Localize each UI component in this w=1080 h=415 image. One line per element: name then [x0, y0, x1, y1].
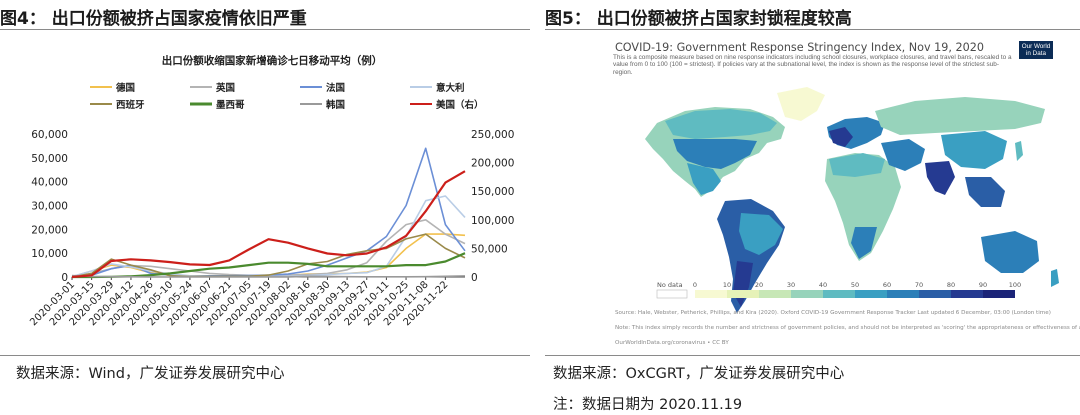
japan-shape	[1015, 141, 1023, 161]
usa-shape	[673, 139, 757, 169]
series-line	[71, 233, 466, 278]
source-divider	[0, 355, 530, 356]
legend-label: 德国	[116, 82, 135, 94]
australia-shape	[981, 231, 1039, 273]
africa-shape	[825, 153, 901, 261]
legend-color-swatch	[983, 290, 1015, 298]
series-line	[72, 252, 466, 279]
figure-5-note: 注：数据日期为 2020.11.19	[553, 397, 743, 413]
y-right-tick-label: 50,000	[471, 243, 508, 255]
legend-nodata-swatch	[656, 289, 688, 299]
y-left-tick-label: 60,000	[31, 129, 68, 141]
legend-label: 法国	[326, 82, 345, 94]
legend-tick-label: 60	[883, 281, 891, 289]
map-subtitle-box: This is a composite measure based on nin…	[613, 54, 1012, 76]
legend-color-swatch	[759, 290, 791, 298]
y-left-tick-label: 20,000	[31, 224, 68, 236]
owid-logo-box: Our World in Data	[1019, 41, 1053, 59]
north-africa-shape	[829, 153, 885, 177]
title-divider	[0, 29, 530, 30]
legend-tick-label: 100	[1009, 281, 1021, 289]
legend-label: 墨西哥	[216, 100, 245, 111]
legend-tick-label: 20	[755, 281, 763, 289]
owid-logo: Our World in Data	[1019, 41, 1053, 59]
y-right-tick-label: 250,000	[471, 129, 514, 141]
legend-nodata-label: No data	[657, 281, 683, 289]
legend-tick-label: 90	[979, 281, 987, 289]
legend-label: 美国（右）	[435, 99, 484, 111]
map-source-text: Source: Hale, Webster, Petherick, Philli…	[615, 310, 1051, 316]
legend-color-swatch	[791, 290, 823, 298]
russia-shape	[875, 97, 1045, 135]
legend-tick-label: 30	[787, 281, 795, 289]
y-right-tick-label: 200,000	[471, 158, 514, 170]
chart-axes: 0 10,000 20,000 30,000 40,000 50,000 60,000 0 50…	[28, 129, 514, 328]
legend-color-swatch	[855, 290, 887, 298]
legend-color-swatch	[951, 290, 983, 298]
series-line	[71, 274, 466, 278]
figure-5-source: 数据来源：OxCGRT，广发证券发展研究中心	[553, 366, 845, 382]
legend-tick-label: 10	[723, 281, 731, 289]
legend-label: 意大利	[436, 82, 465, 94]
southern-africa-shape	[851, 227, 877, 259]
figure-4-panel: 图4： 出口份额被挤占国家疫情依旧严重 出口份额收缩国家新增确诊七日移动平均（例…	[0, 0, 530, 415]
legend-tick-label: 0	[693, 281, 697, 289]
source-divider	[545, 355, 1080, 356]
stringency-legend: No data 0 10 20 30 40 50 60 70 80 90 100	[656, 281, 1021, 299]
stringency-index-map: COVID-19: Government Response Stringency…	[545, 31, 1080, 356]
figure-4-source: 数据来源：Wind，广发证券发展研究中心	[16, 366, 285, 382]
chart-series	[71, 147, 466, 279]
legend-label: 韩国	[326, 99, 345, 111]
brazil-shape	[739, 213, 783, 255]
china-shape	[941, 131, 1007, 169]
india-shape	[925, 161, 955, 195]
legend-tick-label: 80	[947, 281, 955, 289]
middle-east-shape	[881, 139, 925, 171]
legend-label: 英国	[216, 82, 235, 94]
legend-color-swatch	[727, 290, 759, 298]
series-line	[71, 147, 466, 278]
greenland-shape	[777, 87, 825, 121]
figure-5-panel: 图5： 出口份额被挤占国家封锁程度较高 COVID-19: Government…	[545, 0, 1080, 415]
legend-tick-label: 40	[819, 281, 827, 289]
map-title: COVID-19: Government Response Stringency…	[615, 41, 984, 54]
title-divider	[545, 29, 1080, 30]
series-line	[71, 170, 466, 279]
y-left-tick-label: 30,000	[31, 201, 68, 213]
figure-4-title: 图4： 出口份额被挤占国家疫情依旧严重	[0, 9, 307, 29]
figure-5-title: 图5： 出口份额被挤占国家封锁程度较高	[545, 9, 852, 29]
world-map	[645, 87, 1059, 313]
legend-color-swatch	[823, 290, 855, 298]
legend-color-swatch	[887, 290, 919, 298]
legend-color-swatch	[695, 290, 727, 298]
western-europe-shape	[829, 127, 853, 147]
y-right-tick-label: 0	[471, 272, 478, 284]
legend-label: 西班牙	[116, 99, 145, 111]
y-left-tick-label: 0	[61, 272, 68, 284]
new-zealand-shape	[1051, 269, 1059, 287]
legend-color-swatch	[919, 290, 951, 298]
southeast-asia-shape	[965, 177, 1005, 207]
mexico-shape	[687, 163, 721, 195]
series-line	[71, 233, 466, 278]
y-left-tick-label: 50,000	[31, 153, 68, 165]
canada-shape	[665, 109, 777, 139]
y-left-tick-label: 40,000	[31, 177, 68, 189]
map-note-text: Note: This index simply records the numb…	[615, 325, 1080, 331]
map-url-text: OurWorldInData.org/coronavirus • CC BY	[615, 340, 729, 346]
y-right-tick-label: 100,000	[471, 215, 514, 227]
y-right-tick-label: 150,000	[471, 186, 514, 198]
map-subtitle: This is a composite measure based on nin…	[613, 54, 1012, 76]
legend-tick-label: 50	[851, 281, 859, 289]
y-left-tick-label: 10,000	[31, 248, 68, 260]
legend-tick-label: 70	[915, 281, 923, 289]
chart-title: 出口份额收缩国家新增确诊七日移动平均（例）	[162, 54, 383, 67]
